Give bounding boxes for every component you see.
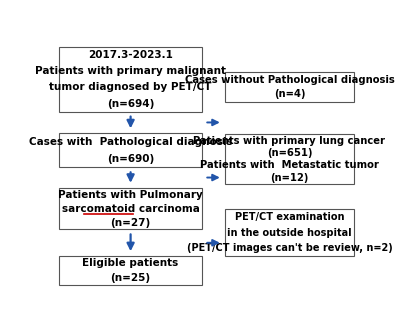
Text: Cases with  Pathological diagnosis: Cases with Pathological diagnosis (29, 137, 232, 147)
FancyBboxPatch shape (59, 47, 202, 112)
FancyBboxPatch shape (225, 209, 354, 256)
Text: (n=651): (n=651) (267, 148, 312, 158)
FancyBboxPatch shape (59, 133, 202, 167)
Text: Patients with primary malignant: Patients with primary malignant (35, 66, 226, 76)
Text: Cases without Pathological diagnosis: Cases without Pathological diagnosis (185, 75, 394, 85)
Text: (n=4): (n=4) (274, 89, 305, 99)
Text: (n=694): (n=694) (107, 99, 154, 109)
Text: PET/CT examination: PET/CT examination (235, 212, 344, 222)
Text: Eligible patients: Eligible patients (82, 258, 179, 268)
Text: (PET/CT images can't be review, n=2): (PET/CT images can't be review, n=2) (187, 243, 392, 253)
Text: (n=25): (n=25) (110, 273, 151, 283)
FancyBboxPatch shape (225, 135, 354, 184)
Text: sarcomatoid carcinoma: sarcomatoid carcinoma (62, 204, 200, 214)
Text: in the outside hospital: in the outside hospital (227, 228, 352, 238)
Text: (n=690): (n=690) (107, 154, 154, 164)
Text: Patients with  Metastatic tumor: Patients with Metastatic tumor (200, 160, 379, 170)
Text: Patients with Pulmonary: Patients with Pulmonary (58, 190, 203, 200)
Text: Patients with primary lung cancer: Patients with primary lung cancer (194, 136, 386, 146)
Text: (n=27): (n=27) (110, 217, 151, 228)
FancyBboxPatch shape (59, 256, 202, 285)
Text: tumor diagnosed by PET/CT: tumor diagnosed by PET/CT (49, 83, 212, 92)
Text: 2017.3-2023.1: 2017.3-2023.1 (88, 50, 173, 60)
FancyBboxPatch shape (59, 188, 202, 230)
FancyBboxPatch shape (225, 72, 354, 102)
Text: (n=12): (n=12) (270, 173, 309, 183)
